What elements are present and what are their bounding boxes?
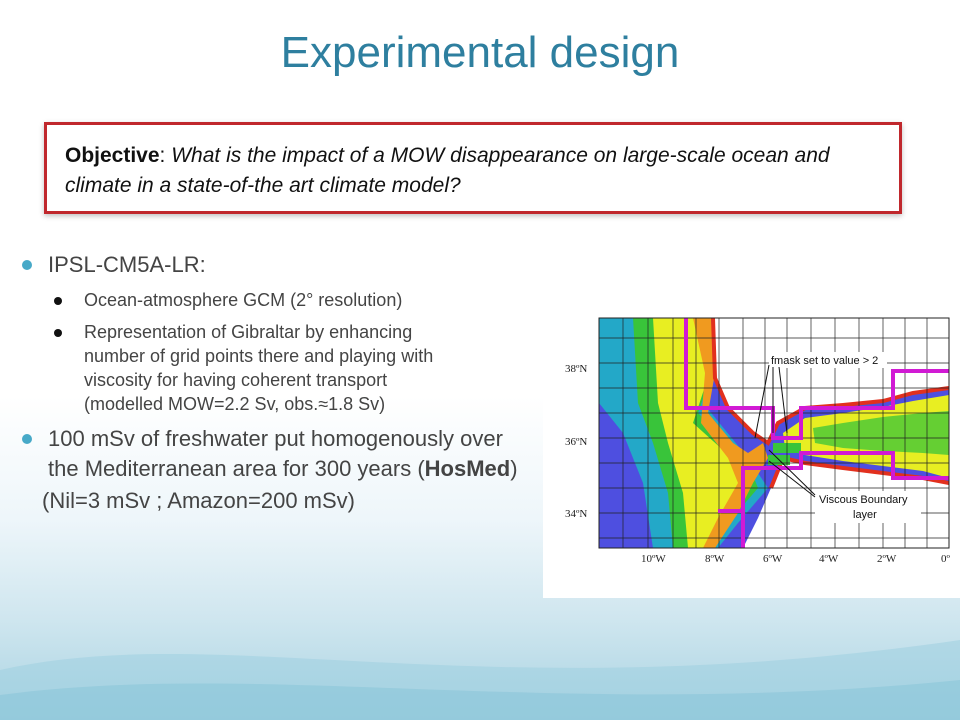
fmask-annotation: fmask set to value > 2 (771, 355, 878, 367)
lat-label-36: 36ºN (565, 436, 587, 448)
lat-label-38: 38ºN (565, 363, 587, 375)
ocean-field (599, 318, 949, 548)
lon-label-8w: 8ºW (705, 553, 725, 565)
sub-bullet-gibraltar-text: Representation of Gibraltar by enhancing… (84, 322, 434, 414)
lon-label-6w: 6ºW (763, 553, 783, 565)
lon-label-10w: 10ºW (641, 553, 666, 565)
viscous-annotation-line1: Viscous Boundary (819, 494, 908, 506)
objective-question: What is the impact of a MOW disappearanc… (65, 144, 830, 197)
lon-label-0: 0º (941, 553, 951, 565)
bullet-hosmed-close: ) (510, 456, 518, 481)
bullet-hosmed: 100 mSv of freshwater put homogenously o… (14, 424, 518, 484)
hosmed-label: HosMed (424, 456, 511, 481)
map-figure: fmask set to value > 2 Viscous Boundary … (565, 317, 951, 565)
objective-label: Objective (65, 144, 160, 167)
bullet-hosmed-text: 100 mSv of freshwater put homogenously o… (48, 426, 503, 481)
sub-bullet-gibraltar: Representation of Gibraltar by enhancing… (14, 320, 454, 416)
fmask-boundary (684, 318, 949, 440)
bullet-list: IPSL-CM5A-LR: Ocean-atmosphere GCM (2° r… (14, 250, 534, 516)
fmask-boundary-south (718, 451, 949, 513)
bullet-dot-icon (22, 434, 32, 444)
freshwater-note: (Nil=3 mSv ; Amazon=200 mSv) (42, 488, 356, 513)
lat-label-34: 34ºN (565, 508, 587, 520)
sub-bullet-dot-icon (54, 329, 62, 337)
viscous-annotation-line2: layer (853, 509, 877, 521)
objective-colon: : (159, 144, 166, 167)
lon-label-2w: 2ºW (877, 553, 897, 565)
lon-label-4w: 4ºW (819, 553, 839, 565)
bullet-dot-icon (22, 260, 32, 270)
gibraltar-grid-map: fmask set to value > 2 Viscous Boundary … (543, 283, 960, 598)
bullet-model: IPSL-CM5A-LR: (14, 250, 534, 280)
bullet-model-text: IPSL-CM5A-LR: (48, 252, 206, 277)
sub-bullet-gcm: Ocean-atmosphere GCM (2° resolution) (14, 288, 534, 312)
objective-box: Objective: What is the impact of a MOW d… (44, 122, 902, 214)
slide-title: Experimental design (280, 28, 680, 77)
sub-bullet-dot-icon (54, 297, 62, 305)
sub-bullet-gcm-text: Ocean-atmosphere GCM (2° resolution) (84, 290, 403, 310)
